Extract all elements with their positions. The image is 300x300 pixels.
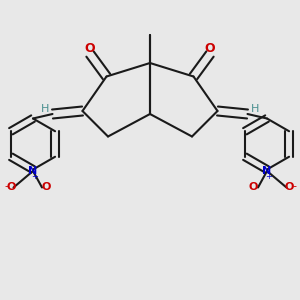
Text: O: O <box>6 182 16 193</box>
Text: +: + <box>265 172 272 181</box>
Text: O: O <box>205 41 215 55</box>
Text: -: - <box>4 181 8 191</box>
Text: H: H <box>41 104 49 115</box>
Text: O: O <box>284 182 294 193</box>
Text: N: N <box>28 166 38 176</box>
Text: O: O <box>85 41 95 55</box>
Text: H: H <box>251 104 259 115</box>
Text: O: O <box>249 182 258 193</box>
Text: N: N <box>262 166 272 176</box>
Text: -: - <box>293 181 297 191</box>
Text: O: O <box>42 182 51 193</box>
Text: +: + <box>31 172 38 181</box>
